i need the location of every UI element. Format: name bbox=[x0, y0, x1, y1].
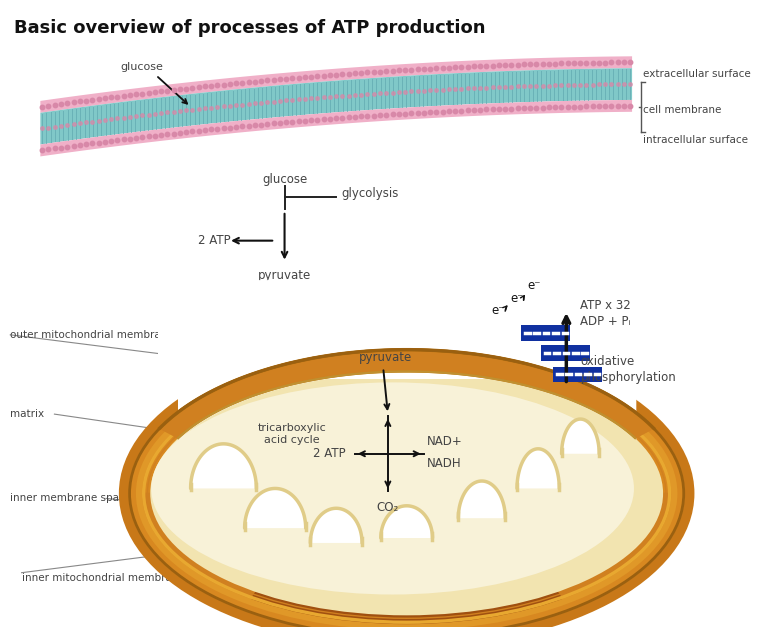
Text: glucose: glucose bbox=[262, 173, 307, 186]
Bar bbox=[541, 345, 590, 360]
Text: intracellular surface: intracellular surface bbox=[644, 135, 748, 144]
Polygon shape bbox=[190, 444, 257, 488]
Text: mitochondrion: mitochondrion bbox=[583, 539, 669, 553]
Ellipse shape bbox=[151, 372, 663, 616]
Polygon shape bbox=[41, 100, 632, 156]
Polygon shape bbox=[160, 350, 654, 438]
Text: Basic overview of processes of ATP production: Basic overview of processes of ATP produ… bbox=[14, 19, 485, 37]
Polygon shape bbox=[245, 488, 306, 528]
Text: matrix: matrix bbox=[10, 409, 45, 419]
Text: ATP x 32: ATP x 32 bbox=[581, 299, 631, 312]
Text: extracellular surface: extracellular surface bbox=[644, 69, 751, 79]
Bar bbox=[553, 367, 602, 382]
Polygon shape bbox=[41, 56, 632, 113]
Text: 2 ATP: 2 ATP bbox=[313, 447, 346, 461]
Ellipse shape bbox=[151, 382, 634, 595]
Bar bbox=[157, 330, 656, 379]
Polygon shape bbox=[130, 493, 684, 630]
Ellipse shape bbox=[130, 350, 684, 630]
Polygon shape bbox=[458, 481, 505, 518]
Text: pyruvate: pyruvate bbox=[258, 269, 311, 282]
Text: CO₂: CO₂ bbox=[377, 501, 399, 514]
Text: NADH: NADH bbox=[427, 457, 462, 470]
Text: e⁻: e⁻ bbox=[491, 304, 505, 316]
Text: glucose: glucose bbox=[121, 62, 164, 72]
Text: ADP + Pᵢ: ADP + Pᵢ bbox=[581, 316, 631, 328]
Text: oxidative
phosphorylation: oxidative phosphorylation bbox=[581, 355, 676, 384]
Text: e⁻: e⁻ bbox=[528, 278, 541, 292]
Polygon shape bbox=[517, 449, 559, 488]
Text: 2 ATP: 2 ATP bbox=[198, 234, 230, 247]
Text: cell membrane: cell membrane bbox=[644, 105, 722, 115]
Text: e⁻: e⁻ bbox=[511, 292, 525, 305]
Text: inner membrane space: inner membrane space bbox=[10, 493, 131, 503]
Polygon shape bbox=[243, 592, 570, 630]
Text: tricarboxylic
acid cycle: tricarboxylic acid cycle bbox=[258, 423, 326, 445]
Polygon shape bbox=[561, 419, 599, 454]
Polygon shape bbox=[41, 68, 632, 144]
Text: NAD+: NAD+ bbox=[427, 435, 463, 449]
Text: glycolysis: glycolysis bbox=[341, 186, 399, 200]
Text: pyruvate: pyruvate bbox=[359, 351, 412, 364]
Polygon shape bbox=[310, 508, 362, 543]
Polygon shape bbox=[381, 506, 432, 538]
Text: outer mitochondrial membrane: outer mitochondrial membrane bbox=[10, 330, 174, 340]
Text: inner mitochondrial membrane: inner mitochondrial membrane bbox=[22, 573, 184, 583]
Bar bbox=[521, 325, 570, 341]
